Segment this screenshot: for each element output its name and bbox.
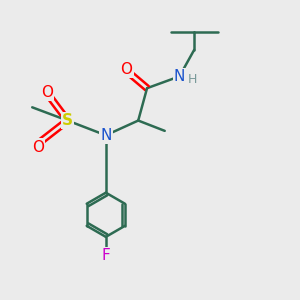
Text: O: O bbox=[32, 140, 44, 154]
Text: H: H bbox=[188, 73, 197, 86]
Text: N: N bbox=[100, 128, 112, 143]
Text: S: S bbox=[62, 113, 73, 128]
Text: F: F bbox=[101, 248, 110, 263]
Text: N: N bbox=[174, 69, 185, 84]
Text: O: O bbox=[41, 85, 53, 100]
Text: O: O bbox=[120, 61, 132, 76]
